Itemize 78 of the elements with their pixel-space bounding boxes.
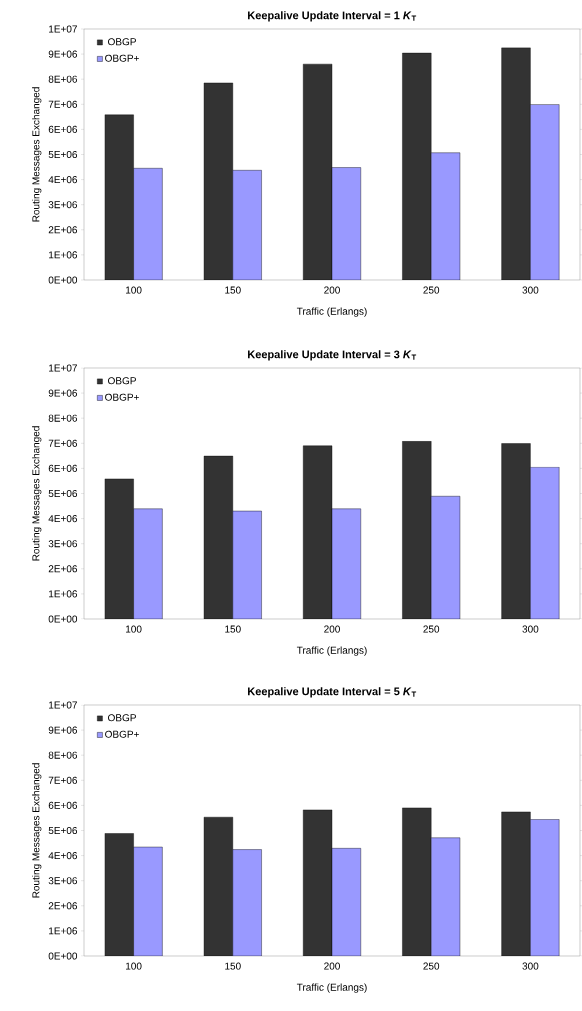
- y-tick-label: 6E+06: [48, 464, 78, 472]
- bar: [133, 846, 163, 956]
- x-tick-label: 150: [225, 625, 241, 633]
- x-tick-label: 200: [324, 962, 340, 970]
- x-axis-title: Traffic (Erlangs): [296, 646, 367, 656]
- bar: [133, 508, 163, 619]
- y-tick-label: 6E+06: [48, 125, 78, 133]
- y-tick-label: 1E+06: [49, 927, 78, 935]
- x-tick-label: 300: [522, 962, 539, 970]
- legend-label: OBGP: [108, 38, 136, 46]
- y-axis-title: Routing Messages Exchanged: [32, 426, 42, 561]
- y-tick-label: 4E+06: [48, 515, 78, 523]
- x-tick-label: 100: [126, 962, 142, 970]
- bar: [431, 152, 461, 280]
- bar: [232, 849, 262, 956]
- legend-label: OBGP: [108, 377, 136, 385]
- y-tick-label: 8E+06: [48, 75, 78, 83]
- y-axis-title: Routing Messages Exchanged: [32, 87, 42, 222]
- x-tick-label: 200: [324, 625, 340, 633]
- y-tick-label: 5E+06: [48, 826, 78, 835]
- x-tick-label: 250: [423, 625, 440, 633]
- y-tick-label: 7E+06: [48, 100, 78, 108]
- y-tick-label: 5E+06: [48, 150, 78, 159]
- y-tick-label: 7E+06: [48, 439, 78, 447]
- y-tick-label: 3E+06: [48, 540, 78, 548]
- chart-title: Keepalive Update Interval = 1 K$_{T}$: [248, 11, 417, 22]
- y-tick-label: 2E+06: [48, 226, 78, 234]
- bar: [431, 496, 461, 619]
- y-tick-label: 1E+07: [49, 25, 77, 33]
- x-tick-label: 300: [522, 286, 539, 294]
- y-tick-label: 7E+06: [48, 776, 78, 784]
- x-tick-label: 100: [126, 625, 142, 633]
- y-axis-title: Routing Messages Exchanged: [32, 763, 42, 898]
- bar: [331, 508, 361, 619]
- y-tick-label: 5E+06: [48, 489, 78, 498]
- y-tick-label: 0E+00: [48, 276, 78, 284]
- y-tick-label: 3E+06: [48, 877, 78, 885]
- x-tick-label: 100: [126, 286, 142, 294]
- bar: [232, 170, 262, 280]
- x-axis-title: Traffic (Erlangs): [296, 983, 367, 993]
- y-tick-label: 1E+07: [49, 364, 77, 372]
- chart-title: Keepalive Update Interval = 3 K$_{T}$: [248, 350, 417, 361]
- chart-title: Keepalive Update Interval = 5 K$_{T}$: [248, 687, 417, 698]
- y-tick-label: 9E+06: [48, 389, 78, 397]
- bar: [232, 510, 262, 619]
- legend-label: OBGP: [108, 714, 136, 722]
- y-tick-label: 0E+00: [48, 952, 78, 960]
- x-tick-label: 300: [522, 625, 539, 633]
- y-tick-label: 9E+06: [48, 726, 78, 734]
- legend-label: OBGP+: [105, 730, 139, 738]
- x-tick-label: 250: [423, 962, 440, 970]
- bar: [530, 466, 560, 619]
- x-axis-title: Traffic (Erlangs): [296, 307, 367, 317]
- bar: [530, 104, 560, 280]
- x-tick-label: 150: [225, 962, 241, 970]
- bar: [431, 837, 461, 956]
- legend-label: OBGP+: [105, 393, 139, 401]
- y-tick-label: 9E+06: [48, 50, 78, 58]
- y-tick-label: 1E+06: [49, 590, 78, 598]
- y-tick-label: 0E+00: [48, 615, 78, 623]
- y-tick-label: 4E+06: [48, 176, 78, 184]
- x-tick-label: 150: [225, 286, 241, 294]
- y-tick-label: 8E+06: [48, 414, 78, 422]
- y-tick-label: 2E+06: [48, 902, 78, 910]
- bar: [331, 167, 361, 280]
- x-tick-label: 200: [324, 286, 340, 294]
- bar: [133, 168, 163, 280]
- y-tick-label: 3E+06: [48, 201, 78, 209]
- x-tick-label: 250: [423, 286, 440, 294]
- y-tick-label: 1E+07: [49, 701, 77, 709]
- legend-label: OBGP+: [105, 54, 139, 62]
- bar: [530, 819, 560, 956]
- y-tick-label: 2E+06: [48, 565, 78, 573]
- y-tick-label: 6E+06: [48, 801, 78, 809]
- y-tick-label: 8E+06: [48, 751, 78, 759]
- y-tick-label: 4E+06: [48, 852, 78, 860]
- y-tick-label: 1E+06: [49, 251, 78, 259]
- bar: [331, 848, 361, 956]
